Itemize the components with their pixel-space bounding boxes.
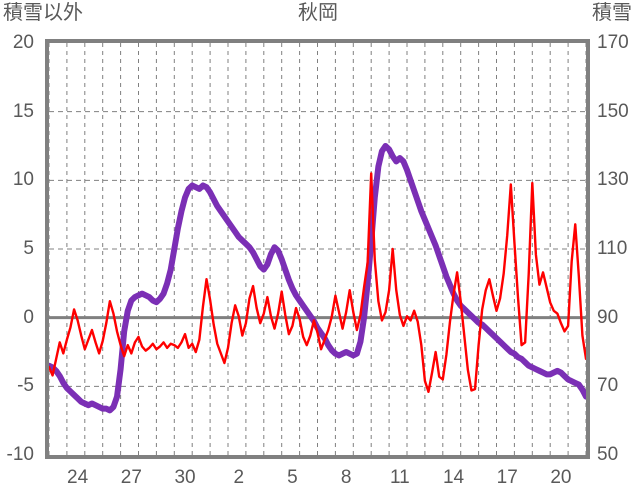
x-axis-tick-label: 17: [496, 467, 518, 488]
y-axis-right-tick-label: 90: [597, 306, 619, 328]
x-axis-tick-label: 30: [174, 467, 196, 488]
y-axis-right-tick-label: 130: [597, 169, 629, 191]
series-other: [49, 172, 586, 394]
y-axis-left-tick-label: 20: [12, 32, 34, 53]
right-axis-title: 積雪: [592, 2, 632, 24]
y-axis-left-tick-label: 5: [23, 238, 34, 259]
plot-inner: [49, 43, 586, 455]
y-axis-right-tick-label: 50: [597, 444, 619, 465]
y-axis-right-tick-label: 70: [597, 375, 619, 397]
plot-area: [45, 39, 590, 459]
x-axis-tick-label: 8: [340, 467, 352, 488]
x-axis-tick-label: 14: [442, 467, 465, 488]
x-axis-tick-label: 2: [233, 467, 245, 488]
plot-svg: [49, 43, 586, 455]
y-axis-right-tick-label: 110: [597, 238, 628, 259]
x-axis-tick-label: 27: [120, 467, 142, 488]
series-snow: [49, 143, 586, 414]
y-axis-left-tick-label: 0: [23, 306, 34, 328]
y-axis-left-tick-label: 10: [12, 169, 34, 191]
y-axis-left-tick-label: -10: [6, 444, 34, 465]
y-axis-right-tick-label: 150: [597, 100, 629, 122]
x-axis-tick-label: 24: [67, 467, 89, 488]
x-axis-tick-label: 20: [550, 467, 572, 488]
y-axis-left-tick-label: -5: [17, 375, 34, 397]
left-axis-title: 積雪以外: [3, 2, 83, 24]
y-axis-left-tick-label: 15: [12, 100, 34, 122]
x-axis-tick-label: 11: [389, 467, 410, 488]
series-lines: [49, 143, 586, 414]
chart-title: 秋岡: [298, 2, 338, 24]
y-axis-right-tick-label: 170: [597, 32, 629, 53]
x-axis-tick-label: 5: [287, 467, 298, 488]
